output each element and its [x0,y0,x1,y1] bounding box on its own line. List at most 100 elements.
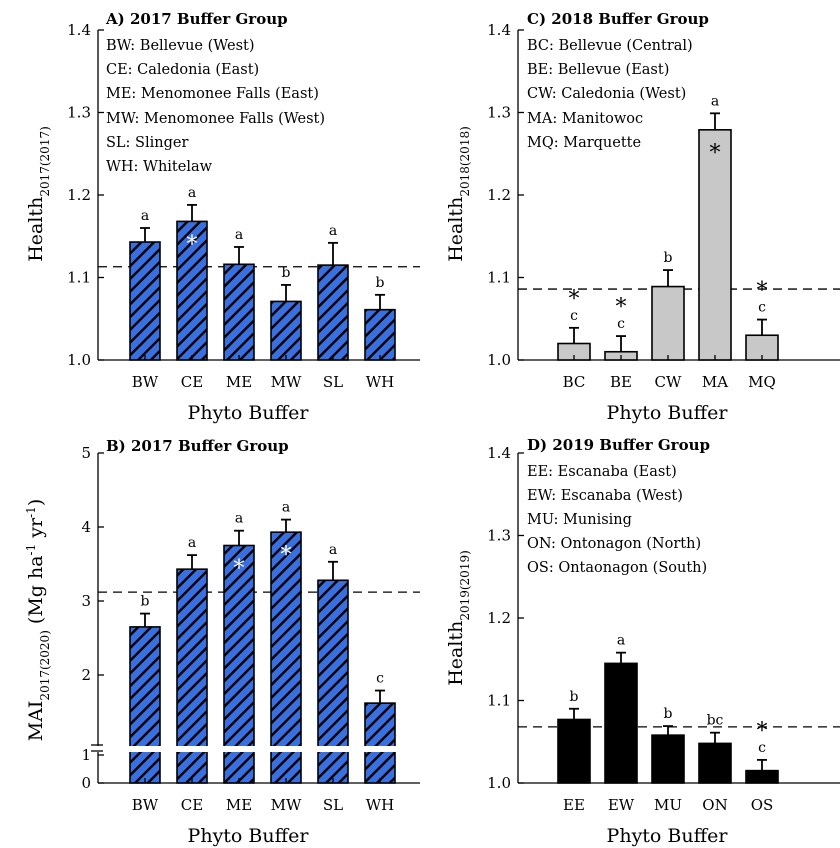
panel-c: C) 2018 Buffer Group BC: Bellevue (Centr… [445,10,840,424]
asterisk-marker: * [569,287,580,312]
significance-letter: a [282,500,290,516]
asterisk-marker: * [375,650,386,675]
significance-letter: a [188,185,196,201]
panel-c-legend-entry: BC: Bellevue (Central) [527,38,693,54]
significance-letter: b [376,275,385,291]
x-tick-label: OS [751,796,774,814]
panel-c-legend-entry: CW: Caledonia (West) [527,86,686,102]
significance-letter: c [617,316,625,332]
panel-d-x-axis-title: Phyto Buffer [607,825,729,847]
y-tick-label: 1.0 [67,351,91,369]
y-tick-label: 3 [81,592,91,610]
bar [557,718,591,784]
panel-b-y-axis-title: MAI2017(2020) (Mg ha-1 yr-1) [24,499,52,742]
y-tick-label: 1.4 [67,21,91,39]
asterisk-marker: * [281,543,292,568]
bar [604,662,638,784]
bar [129,626,161,784]
bar [129,241,161,361]
bar [364,308,396,361]
panel-c-legend-entry: MQ: Marquette [527,135,641,151]
x-tick-label: CE [181,796,203,814]
y-tick-label: 1.3 [67,104,91,122]
x-tick-label: ON [702,796,727,814]
asterisk-marker: * [616,295,627,320]
x-tick-label: BE [610,373,632,391]
y-tick-label: 2 [81,666,91,684]
panel-a: A) 2017 Buffer Group BW: Bellevue (West)… [25,10,420,424]
x-tick-label: SL [323,373,343,391]
significance-letter: b [664,250,673,266]
bar [651,285,685,361]
x-tick-label: CE [181,373,203,391]
panel-d-y-axis-title: Health2019(2019) [445,550,472,686]
x-tick-label: WH [366,796,395,814]
x-tick-label: MQ [748,373,776,391]
panel-a-legend-entry: CE: Caledonia (East) [106,62,259,78]
x-tick-label: BW [132,796,159,814]
significance-letter: a [188,535,196,551]
panel-a-legend-entry: SL: Slinger [106,135,188,151]
y-tick-label: 1.0 [487,351,511,369]
bar [698,742,732,784]
asterisk-marker: * [757,719,768,744]
panel-a-legend-entry: BW: Bellevue (West) [106,38,255,54]
panel-a-title: A) 2017 Buffer Group [105,10,288,28]
panel-b: B) 2017 Buffer Group Phyto Buffer MAI201… [24,437,420,847]
significance-letter: b [570,689,579,705]
x-tick-label: BW [132,373,159,391]
panel-a-legend-entry: ME: Menomonee Falls (East) [106,86,319,102]
panel-d-legend-entry: MU: Munising [527,512,632,528]
x-tick-label: ME [226,373,252,391]
panel-d-legend-entry: ON: Ontonagon (North) [527,536,701,552]
y-tick-label: 1.4 [487,21,511,39]
significance-letter: c [570,308,578,324]
x-tick-label: MA [702,373,728,391]
x-tick-label: EE [563,796,585,814]
panel-c-title: C) 2018 Buffer Group [527,10,709,28]
axis-break-gap [92,746,420,752]
x-tick-label: MU [654,796,682,814]
x-tick-label: ME [226,796,252,814]
significance-letter: a [329,223,337,239]
significance-letter: a [617,633,625,649]
asterisk-marker: * [234,557,245,582]
asterisk-marker: * [140,573,151,598]
y-tick-label: 1.1 [487,269,511,287]
significance-letter: a [235,511,243,527]
panel-c-y-axis-title: Health2018(2018) [445,126,472,262]
y-tick-label: 1.3 [487,104,511,122]
bar [270,531,302,784]
panel-a-legend-entry: WH: Whitelaw [106,159,213,175]
panel-d-legend-entry: EW: Escanaba (West) [527,488,683,504]
x-tick-label: SL [323,796,343,814]
asterisk-marker: * [375,254,386,279]
x-tick-label: WH [366,373,395,391]
y-tick-label: 1.4 [487,444,511,462]
y-tick-label: 1.2 [487,186,511,204]
bar [317,264,349,361]
y-tick-label: 1 [81,746,91,764]
significance-letter: bc [707,713,724,729]
x-tick-label: MW [271,373,302,391]
bar [270,300,302,361]
significance-letter: b [282,265,291,281]
panel-c-legend-entry: MA: Manitowoc [527,111,643,127]
y-tick-label: 1.3 [487,527,511,545]
panel-c-x-axis-title: Phyto Buffer [607,402,729,424]
panel-a-y-axis-title: Health2017(2017) [25,126,52,262]
significance-letter: a [711,93,719,109]
bar [223,263,255,361]
y-tick-label: 1.1 [487,692,511,710]
y-tick-label: 4 [81,518,91,536]
significance-letter: c [758,740,766,756]
x-tick-label: BC [563,373,586,391]
y-tick-label: 1.2 [487,609,511,627]
panel-d-legend-entry: EE: Escanaba (East) [527,464,677,480]
panel-d-legend-entry: OS: Ontaonagon (South) [527,560,707,576]
y-tick-label: 1.2 [67,186,91,204]
panel-c-legend-entry: BE: Bellevue (East) [527,62,669,78]
x-tick-label: EW [608,796,635,814]
significance-letter: b [141,594,150,610]
